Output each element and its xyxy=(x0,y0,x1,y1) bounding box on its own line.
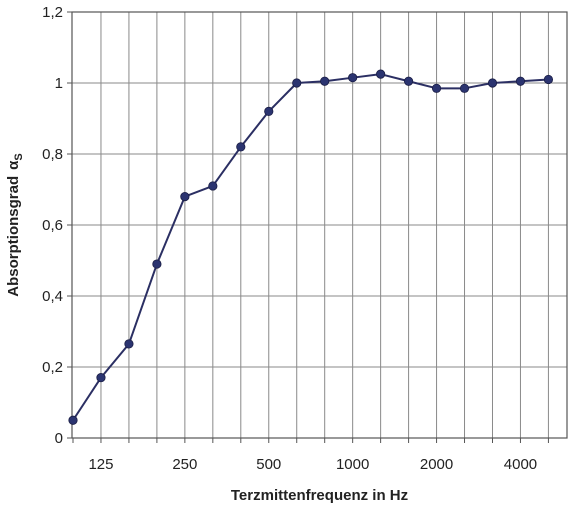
x-tick-label: 4000 xyxy=(504,456,537,473)
series-line xyxy=(72,73,549,421)
data-point xyxy=(292,78,302,88)
data-point xyxy=(348,73,358,83)
y-axis-title-subscript: S xyxy=(13,153,25,160)
data-point xyxy=(124,339,134,349)
grid xyxy=(72,12,567,438)
data-point xyxy=(431,83,442,93)
data-point xyxy=(152,259,162,269)
x-axis-ticks: 125 250 500 1000 2000 4000 xyxy=(72,438,549,473)
y-axis-title: Absorptionsgrad αS xyxy=(5,153,25,296)
data-point xyxy=(264,106,274,117)
data-point xyxy=(320,76,330,86)
data-point xyxy=(515,76,526,86)
x-tick-label: 125 xyxy=(88,456,113,473)
data-point xyxy=(68,415,78,425)
x-axis-title: Terzmittenfrequenz in Hz xyxy=(231,487,408,504)
x-tick-label: 1000 xyxy=(336,456,369,473)
data-points xyxy=(68,69,554,425)
y-axis-ticks: 0 0,2 0,4 0,6 0,8 1 1,2 xyxy=(42,4,72,447)
y-axis-title-symbol: α xyxy=(5,160,22,170)
data-point xyxy=(543,74,554,85)
y-tick-label: 0,6 xyxy=(42,217,63,234)
y-tick-label: 0,8 xyxy=(42,146,63,163)
y-tick-label: 0 xyxy=(55,430,63,447)
y-tick-label: 0,2 xyxy=(42,359,63,376)
data-point xyxy=(236,142,246,152)
x-tick-label: 250 xyxy=(172,456,197,473)
data-point xyxy=(487,78,498,88)
data-point xyxy=(376,69,386,79)
y-tick-label: 1,2 xyxy=(42,4,63,21)
y-tick-label: 0,4 xyxy=(42,288,63,305)
data-point xyxy=(403,76,414,86)
data-point xyxy=(180,192,190,202)
x-tick-label: 500 xyxy=(256,456,281,473)
x-tick-label: 2000 xyxy=(420,456,453,473)
y-axis-title-text: Absorptionsgrad xyxy=(5,176,22,297)
data-point xyxy=(459,83,470,93)
data-point xyxy=(96,373,106,383)
y-tick-label: 1 xyxy=(55,75,63,92)
data-point xyxy=(208,181,218,191)
